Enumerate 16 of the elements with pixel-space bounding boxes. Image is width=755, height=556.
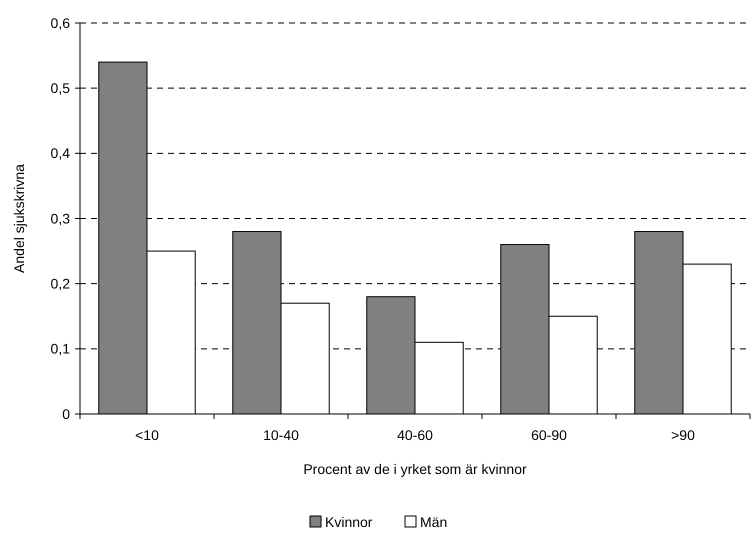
x-tick-label: 60-90 (531, 427, 568, 443)
y-axis-title: Andel sjukskrivna (11, 164, 27, 273)
y-tick-label: 0,2 (50, 276, 70, 292)
legend-label: Män (420, 514, 448, 530)
x-tick-label: 10-40 (263, 427, 300, 443)
y-tick-label: 0,5 (50, 80, 70, 96)
y-tick-label: 0,3 (50, 210, 70, 226)
y-tick-label: 0 (62, 406, 70, 422)
x-tick-label: <10 (135, 427, 160, 443)
x-axis-title: Procent av de i yrket som är kvinnor (303, 461, 527, 477)
x-tick-label: 40-60 (397, 427, 434, 443)
y-tick-label: 0,6 (50, 14, 70, 31)
x-tick-label: >90 (671, 427, 696, 443)
legend-label: Kvinnor (325, 514, 373, 530)
y-tick-label: 0,4 (50, 145, 70, 162)
y-tick-label: 0,1 (50, 340, 70, 357)
